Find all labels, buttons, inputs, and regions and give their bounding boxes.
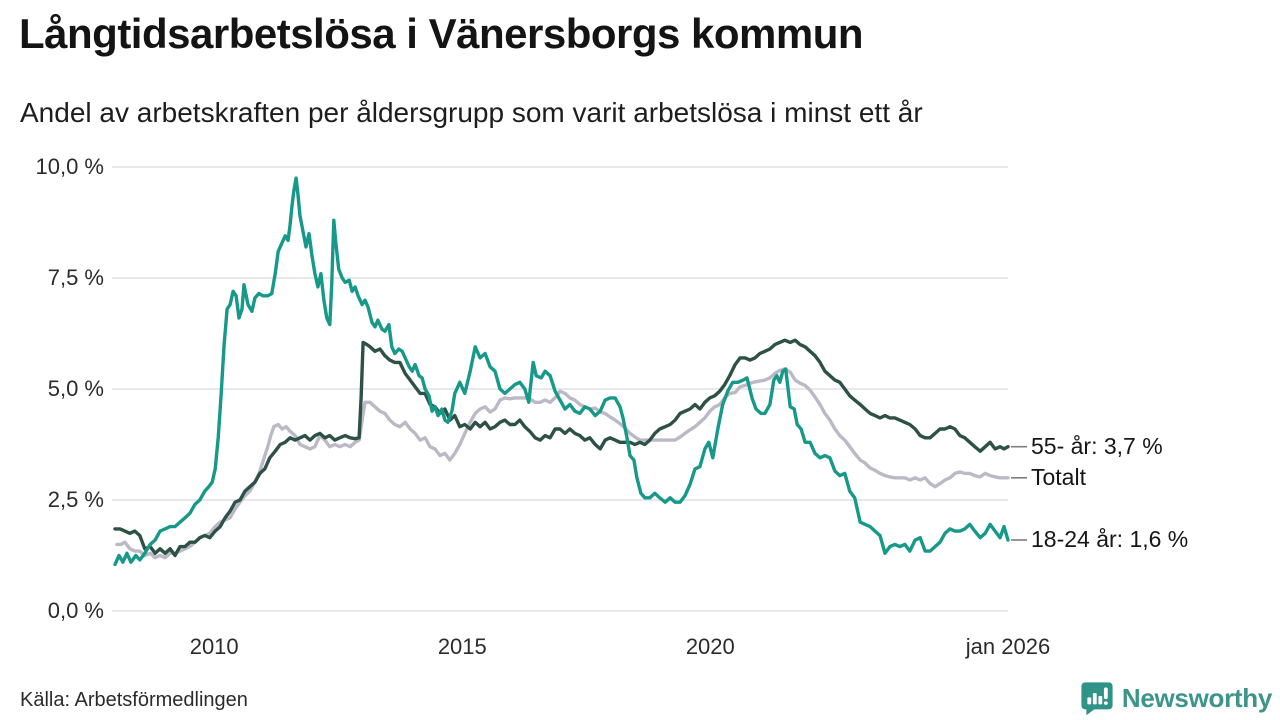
brand-name: Newsworthy xyxy=(1121,682,1272,713)
x-tick-label: 2015 xyxy=(437,634,487,659)
series-end-label-totalt: Totalt xyxy=(1031,463,1086,490)
x-tick-label: jan 2026 xyxy=(965,634,1051,659)
brand-logo: Newsworthy xyxy=(1080,681,1272,715)
series-line-Totalt xyxy=(115,367,1010,560)
newsworthy-icon xyxy=(1081,682,1113,715)
series-line-55- år xyxy=(113,338,1010,558)
y-tick-label: 0,0 % xyxy=(47,598,104,623)
source-note: Källa: Arbetsförmedlingen xyxy=(20,689,248,711)
series-end-label-18-24: 18-24 år: 1,6 % xyxy=(1031,525,1189,552)
y-tick-label: 5,0 % xyxy=(47,376,104,401)
y-tick-label: 10,0 % xyxy=(35,154,105,179)
y-tick-label: 7,5 % xyxy=(47,265,104,290)
series-line-18-24 år xyxy=(113,176,1010,567)
x-tick-label: 2010 xyxy=(189,634,239,659)
page-title: Långtidsarbetslösa i Vänersborgs kommun xyxy=(19,10,864,57)
y-tick-label: 2,5 % xyxy=(47,487,104,512)
series-end-label-55: 55- år: 3,7 % xyxy=(1031,432,1163,459)
page-subtitle: Andel av arbetskraften per åldersgrupp s… xyxy=(20,97,923,128)
x-tick-label: 2020 xyxy=(685,634,735,659)
